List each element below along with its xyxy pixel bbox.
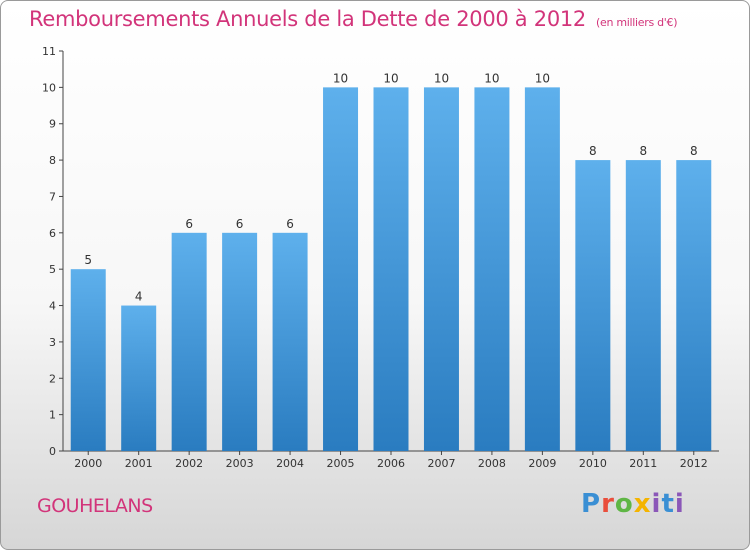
bar-value-label: 4 [135,290,143,304]
x-tick-label: 2004 [276,457,304,470]
bar-value-label: 6 [236,217,244,231]
bar [676,160,712,451]
bar-value-label: 10 [383,71,398,85]
bar [272,232,308,451]
y-tick-label: 10 [42,81,56,94]
bar [121,305,157,451]
bar-value-label: 5 [84,253,92,267]
bar [524,87,560,451]
bar-value-label: 8 [589,144,597,158]
proxiti-logo: Proxiti [581,489,685,519]
bar [575,160,611,451]
x-tick-label: 2010 [579,457,607,470]
y-tick-label: 2 [49,372,56,385]
bar-value-label: 8 [690,144,698,158]
bar [423,87,459,451]
bar [373,87,409,451]
x-tick-label: 2009 [528,457,556,470]
bar [171,232,207,451]
x-tick-label: 2005 [327,457,355,470]
bar-value-label: 8 [639,144,647,158]
y-tick-label: 9 [49,118,56,131]
y-tick-label: 8 [49,154,56,167]
bar-value-label: 10 [333,71,348,85]
x-tick-label: 2003 [226,457,254,470]
x-tick-label: 2000 [74,457,102,470]
bar-value-label: 10 [434,71,449,85]
y-tick-label: 1 [49,409,56,422]
chart-title-text: Remboursements Annuels de la Dette de 20… [29,7,586,31]
y-tick-label: 11 [42,45,56,58]
bar [474,87,510,451]
bar-value-label: 10 [535,71,550,85]
bar-value-label: 6 [185,217,193,231]
y-tick-label: 6 [49,227,56,240]
commune-name: GOUHELANS [37,495,153,517]
y-tick-label: 0 [49,445,56,458]
chart-title: Remboursements Annuels de la Dette de 20… [29,7,677,31]
bar [222,232,258,451]
bar [323,87,359,451]
bar-value-label: 6 [286,217,294,231]
x-tick-label: 2002 [175,457,203,470]
x-tick-label: 2007 [427,457,455,470]
bar-value-label: 10 [484,71,499,85]
bar [70,269,106,451]
chart-unit: (en milliers d'€) [596,16,678,29]
bar [625,160,661,451]
x-tick-label: 2011 [629,457,657,470]
y-tick-label: 5 [49,263,56,276]
y-tick-label: 4 [49,300,56,313]
x-tick-label: 2012 [680,457,708,470]
y-tick-label: 7 [49,190,56,203]
x-tick-label: 2008 [478,457,506,470]
y-tick-label: 3 [49,336,56,349]
x-tick-label: 2001 [125,457,153,470]
x-tick-label: 2006 [377,457,405,470]
